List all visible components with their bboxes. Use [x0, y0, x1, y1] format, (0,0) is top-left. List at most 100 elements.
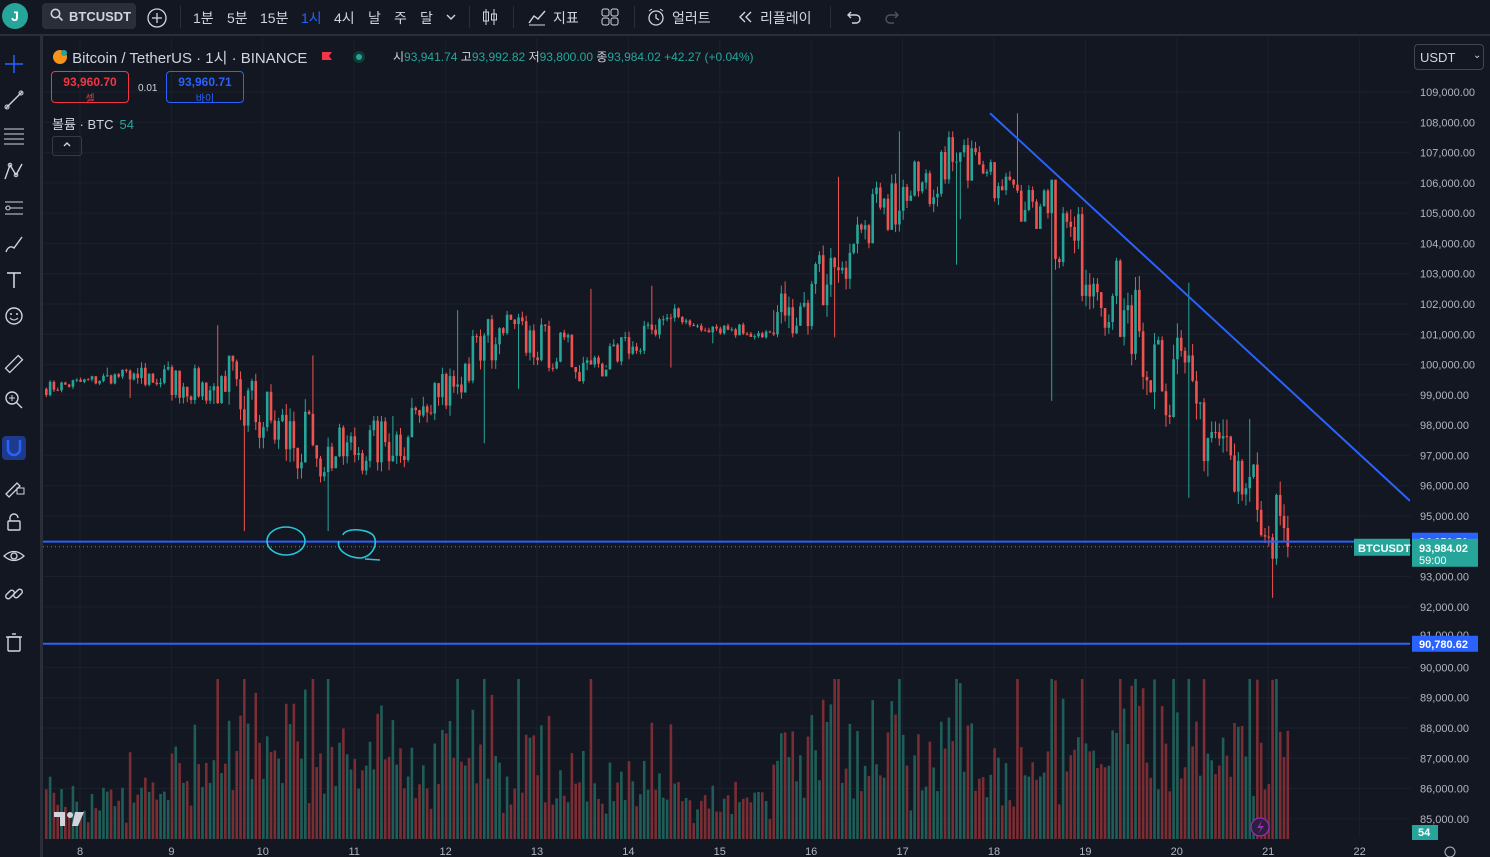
candle-body — [791, 307, 795, 334]
crosshair-icon[interactable] — [2, 52, 26, 76]
brush-icon[interactable] — [2, 232, 26, 256]
volume-bar — [871, 700, 875, 839]
candle-body — [551, 367, 555, 369]
bitcoin-logo-icon — [53, 50, 67, 64]
volume-bar — [490, 694, 494, 839]
volume-bar — [517, 679, 520, 839]
redo-icon[interactable] — [882, 7, 902, 27]
volume-bar — [894, 714, 897, 839]
zoom-in-icon[interactable] — [2, 388, 26, 412]
flag-icon[interactable] — [320, 50, 334, 64]
candle-body — [64, 382, 67, 385]
candle-body — [1065, 213, 1069, 222]
symbol-legend[interactable]: Bitcoin / TetherUS · 1시 · BINANCE — [52, 47, 366, 68]
candle-body — [646, 324, 650, 326]
candle-body — [890, 183, 894, 230]
circle-annotations[interactable] — [266, 526, 381, 561]
fib-lines-icon[interactable] — [2, 124, 26, 148]
volume-bar — [437, 784, 440, 839]
circle-annotation-1[interactable] — [266, 526, 306, 556]
chevron-down-icon: ⌄ — [1473, 50, 1482, 61]
user-avatar[interactable]: J — [2, 3, 28, 29]
alarm-clock-icon[interactable] — [646, 7, 666, 27]
symbol-search-button[interactable]: BTCUSDT — [42, 3, 136, 29]
candle-body — [288, 421, 292, 450]
candle-body — [1244, 488, 1248, 495]
candle-body — [231, 355, 235, 362]
candle-body — [414, 407, 418, 411]
interval-week[interactable]: 주 — [394, 10, 407, 26]
candle-body — [684, 320, 688, 323]
volume-bar — [125, 822, 128, 839]
volume-bar — [403, 788, 406, 839]
interval-4h[interactable]: 4시 — [334, 10, 355, 26]
trend-line-icon[interactable] — [2, 88, 26, 112]
undo-icon[interactable] — [844, 7, 864, 27]
replay-button[interactable]: 리플레이 — [760, 10, 812, 26]
magnet-icon[interactable] — [2, 436, 26, 460]
layout-grid-icon[interactable] — [600, 7, 620, 27]
candle-body — [368, 430, 372, 461]
chevron-down-icon[interactable] — [444, 10, 458, 24]
volume-bar — [570, 753, 574, 839]
emoji-icon[interactable] — [2, 304, 26, 328]
collapse-legend-button[interactable] — [52, 136, 82, 156]
volume-bar — [791, 731, 795, 839]
candle-body — [482, 335, 486, 361]
add-symbol-icon[interactable] — [146, 7, 168, 29]
text-icon[interactable] — [2, 268, 26, 292]
indicators-button[interactable]: 지표 — [553, 10, 579, 26]
volume-bar — [1058, 804, 1061, 839]
candle-body — [250, 381, 254, 391]
price-axis[interactable]: 109,000.00 108,000.00 107,000.00 106,000.00… — [1420, 87, 1475, 826]
volume-bar — [692, 823, 696, 839]
indicators-icon[interactable] — [527, 7, 547, 27]
volume-legend[interactable]: 볼륨 · BTC 54 — [52, 114, 134, 133]
trend-line[interactable] — [989, 112, 1411, 502]
link-icon[interactable] — [2, 582, 26, 606]
open-value: 93,941.74 — [404, 50, 458, 64]
circle-annotation-2[interactable] — [337, 528, 381, 561]
price-chart[interactable]: 109,000.00 108,000.00 107,000.00 106,000.00… — [43, 38, 1490, 857]
candle-body — [361, 453, 364, 471]
horizontal-lines[interactable] — [43, 540, 1410, 645]
interval-15m[interactable]: 15분 — [260, 10, 289, 26]
currency-select[interactable]: USDT ⌄ — [1414, 44, 1484, 70]
settings-gear-icon[interactable] — [1444, 846, 1456, 857]
volume-bar — [642, 760, 646, 839]
candle-body — [90, 376, 94, 380]
buy-button[interactable]: 93,960.71 바이 — [166, 71, 244, 105]
volume-bar — [406, 776, 410, 839]
tradingview-logo[interactable] — [54, 810, 86, 833]
trend-line-group[interactable] — [989, 112, 1411, 502]
replay-icon[interactable] — [736, 7, 756, 27]
lock-icon[interactable] — [2, 510, 26, 534]
eye-icon[interactable] — [2, 544, 26, 568]
volume-bar — [433, 743, 437, 839]
candle-body — [235, 361, 239, 380]
volume-bar — [882, 777, 886, 839]
volume-bar — [799, 755, 802, 839]
sell-button[interactable]: 93,960.70 셀 — [51, 71, 129, 105]
alerts-button[interactable]: 얼러트 — [672, 10, 711, 26]
forecast-icon[interactable] — [2, 196, 26, 220]
time-axis[interactable]: 8 9 10 11 12 13 14 15 16 17 18 19 20 21 22 — [77, 846, 1456, 857]
ruler-icon[interactable] — [2, 352, 26, 376]
candle-type-icon[interactable] — [480, 7, 500, 27]
price-tick-label: 96,000.00 — [1420, 481, 1469, 493]
interval-1h[interactable]: 1시 — [301, 10, 322, 26]
draw-lock-icon[interactable] — [2, 474, 26, 498]
volume-bar — [745, 797, 749, 839]
trash-icon[interactable] — [2, 630, 26, 654]
volume-bar — [631, 781, 635, 839]
interval-month[interactable]: 달 — [420, 10, 433, 26]
candle-body — [1271, 537, 1274, 559]
volume-bar — [787, 757, 791, 839]
pattern-icon[interactable] — [2, 160, 26, 184]
interval-1m[interactable]: 1분 — [193, 10, 214, 26]
interval-5m[interactable]: 5분 — [227, 10, 248, 26]
candle-body — [524, 321, 528, 353]
interval-day[interactable]: 날 — [368, 10, 381, 26]
volume-bar — [814, 750, 817, 839]
volume-bar — [56, 804, 60, 839]
